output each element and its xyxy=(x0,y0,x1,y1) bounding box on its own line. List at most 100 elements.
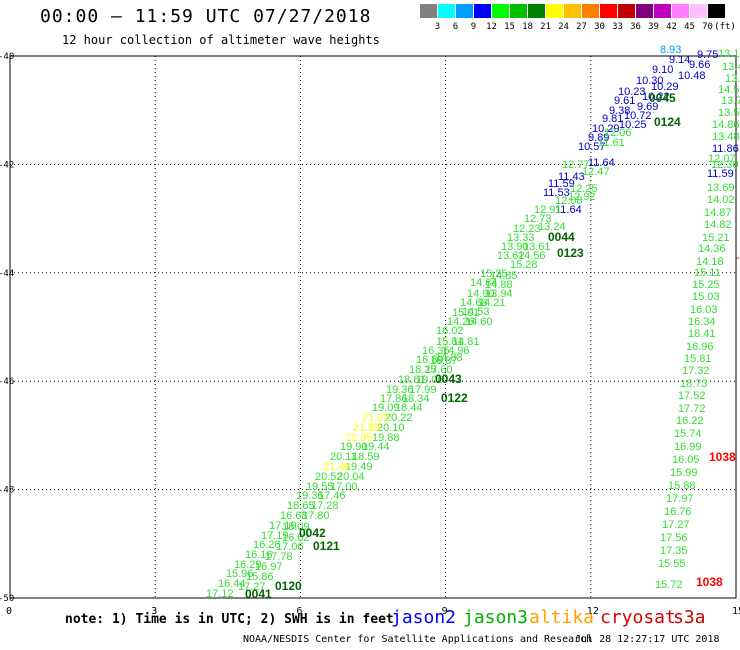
wave-height-label: 15.88 xyxy=(668,480,696,492)
wave-height-label: 9.81 xyxy=(602,113,623,125)
wave-height-label: 10.48 xyxy=(678,70,706,82)
footer-credit: NOAA/NESDIS Center for Satellite Applica… xyxy=(243,634,593,645)
wave-height-label: 18.73 xyxy=(680,378,708,390)
wave-height-label: 18.61 xyxy=(398,374,426,386)
wave-height-label: 14.90 xyxy=(467,288,495,300)
scale-label: 12 xyxy=(486,22,497,32)
wave-height-label: 16.76 xyxy=(664,506,692,518)
wave-height-label: 17.28 xyxy=(311,500,339,512)
wave-height-label: 12.23 xyxy=(513,223,541,235)
wave-height-label: 19.55 xyxy=(306,481,334,493)
wave-height-label: 14.53 xyxy=(462,306,490,318)
x-tick-label: 12 xyxy=(587,606,599,617)
wave-height-label: 14.68 xyxy=(460,297,488,309)
map-frame xyxy=(9,55,737,599)
wave-height-label: 16.96 xyxy=(686,341,714,353)
wave-height-label: 17.12 xyxy=(206,588,234,600)
pass-time-label: 0044 xyxy=(548,230,575,244)
scale-swatch xyxy=(528,4,545,18)
wave-height-label: 15.72 xyxy=(655,579,683,591)
wave-height-label: 17.60 xyxy=(425,364,453,376)
wave-height-label: 14.84 xyxy=(470,277,498,289)
y-tick-label: -48 xyxy=(0,486,14,496)
wave-height-label: 11.59 xyxy=(707,168,734,180)
wave-height-label: 12.73 xyxy=(524,213,552,225)
wave-height-label: 16.89 xyxy=(416,354,444,366)
wave-height-label: 10.72 xyxy=(624,110,652,122)
scale-label: 42 xyxy=(666,22,677,32)
wave-height-label: 10.29 xyxy=(592,123,620,135)
x-tick-label: 3 xyxy=(151,606,157,617)
wave-height-label: 10.22 xyxy=(642,91,670,103)
wave-height-label: 12.47 xyxy=(582,166,610,178)
wave-height-label: 14.56 xyxy=(518,250,546,262)
wave-height-label: 13.48 xyxy=(712,131,740,143)
scale-swatch xyxy=(636,4,653,18)
wave-height-label: 11.43 xyxy=(558,171,585,183)
wave-height-label: 14.85 xyxy=(490,270,518,282)
scale-swatch xyxy=(420,4,437,18)
scale-swatch xyxy=(654,4,671,18)
wave-height-label: 13.5 xyxy=(718,107,739,119)
wave-height-label: 16.68 xyxy=(280,510,308,522)
wave-height-label: 17.80 xyxy=(302,510,330,522)
wave-height-label: 18.44 xyxy=(395,402,423,414)
map-subtitle: 12 hour collection of altimeter wave hei… xyxy=(62,33,380,47)
pass-time-label: 0122 xyxy=(441,391,468,405)
scale-swatch xyxy=(600,4,617,18)
scale-swatch xyxy=(708,4,725,18)
wave-height-label: 18.41 xyxy=(688,328,716,340)
wave-height-label: 16.02 xyxy=(436,325,464,337)
wave-height-label: 12.08 xyxy=(555,195,583,207)
wave-height-label: 17.00 xyxy=(330,481,358,493)
wave-height-label: 14.81 xyxy=(452,336,480,348)
edge-marker: - xyxy=(736,252,740,264)
wave-height-label: 1038 xyxy=(709,450,736,464)
pass-time-label: 0042 xyxy=(299,526,326,540)
wave-height-label: 13.62 xyxy=(497,250,525,262)
wave-height-label: 11.53 xyxy=(543,187,570,199)
wave-height-label: 14.88 xyxy=(485,279,513,291)
wave-height-label: 15.81 xyxy=(436,336,464,348)
wave-height-label: 17.72 xyxy=(678,403,706,415)
satellite-legend-jason3: jason3 xyxy=(463,607,529,628)
wave-height-label: 18.59 xyxy=(352,451,380,463)
wave-height-label: 16.16 xyxy=(245,549,273,561)
wave-height-label: 16.97 xyxy=(255,561,283,573)
wave-height-label: 11.59 xyxy=(548,178,575,190)
y-tick-label: -46 xyxy=(0,377,14,387)
wave-height-label: 19.36 xyxy=(296,490,324,502)
scale-swatch xyxy=(546,4,563,18)
pass-time-label: 0123 xyxy=(557,246,584,260)
wave-height-label: 15.86 xyxy=(246,571,274,583)
wave-height-label: 9.89 xyxy=(588,132,609,144)
wave-height-label: 14.36 xyxy=(698,243,726,255)
scale-label: 3 xyxy=(434,22,441,32)
y-tick-label: -40 xyxy=(0,52,14,62)
wave-height-label: 14.5 xyxy=(718,84,739,96)
wave-height-label: 20.10 xyxy=(377,422,405,434)
wave-height-label: 19.90 xyxy=(340,441,368,453)
wave-height-label: 13.1 xyxy=(718,48,739,60)
wave-height-label: 15.28 xyxy=(510,259,538,271)
wave-height-label: 17.06 xyxy=(276,541,304,553)
wave-height-label: 14.87 xyxy=(704,207,732,219)
wave-height-label: 15.55 xyxy=(658,558,686,570)
wave-height-label: 15.99 xyxy=(670,467,698,479)
pass-time-label: 0120 xyxy=(275,579,302,593)
y-tick-label: -50 xyxy=(0,594,14,604)
satellite-legend-s3a: s3a xyxy=(673,607,706,628)
scale-swatch xyxy=(492,4,509,18)
wave-height-label: 13.90 xyxy=(501,241,529,253)
wave-height-label: 9.75 xyxy=(697,49,718,61)
wave-height-label: 12.25 xyxy=(570,183,598,195)
scale-label: 30 xyxy=(594,22,605,32)
wave-height-label: 14.96 xyxy=(442,345,470,357)
wave-height-label: 17.52 xyxy=(678,390,706,402)
wave-height-label: 16.99 xyxy=(674,441,702,453)
wave-height-label: 17.78 xyxy=(265,551,293,563)
wave-height-label: 17.27 xyxy=(662,519,690,531)
wave-height-label: 10.29 xyxy=(651,81,679,93)
wave-height-label: 19.09 xyxy=(372,402,400,414)
pass-time-label: 0043 xyxy=(435,372,462,386)
